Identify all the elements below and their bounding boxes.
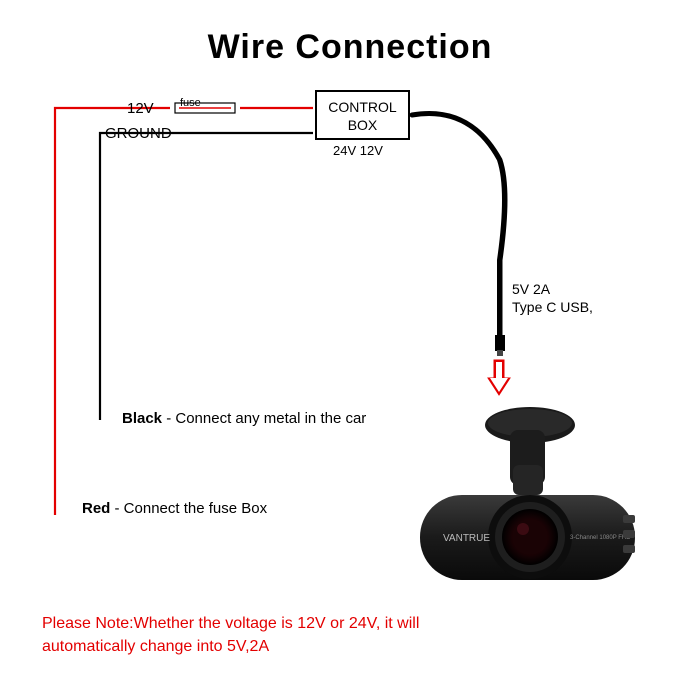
- camera-brand: VANTRUE: [443, 533, 490, 544]
- label-12v: 12V: [127, 100, 154, 117]
- label-ground: GROUND: [105, 125, 172, 142]
- legend-red: Red - Connect the fuse Box: [82, 500, 267, 517]
- dashcam-illustration: VANTRUE 3-Channel 1080P FHD: [395, 395, 655, 615]
- legend-red-label: Red: [82, 500, 110, 517]
- label-output-line2: Type C USB,: [512, 298, 593, 316]
- legend-red-text: - Connect the fuse Box: [110, 500, 267, 517]
- camera-model: 3-Channel 1080P FHD: [570, 535, 631, 541]
- legend-black-label: Black: [122, 410, 162, 427]
- label-voltage-options: 24V 12V: [333, 143, 383, 158]
- legend-black-text: - Connect any metal in the car: [162, 410, 366, 427]
- legend-black: Black - Connect any metal in the car: [122, 410, 366, 427]
- control-box-line1: CONTROL: [317, 98, 408, 116]
- control-box-line2: BOX: [317, 116, 408, 134]
- arrow-down-icon: [488, 360, 510, 395]
- label-output: 5V 2A Type C USB,: [512, 280, 593, 316]
- label-fuse: fuse: [180, 97, 201, 109]
- control-box: CONTROL BOX: [315, 90, 410, 140]
- label-output-line1: 5V 2A: [512, 280, 593, 298]
- please-note: Please Note:Whether the voltage is 12V o…: [42, 612, 462, 658]
